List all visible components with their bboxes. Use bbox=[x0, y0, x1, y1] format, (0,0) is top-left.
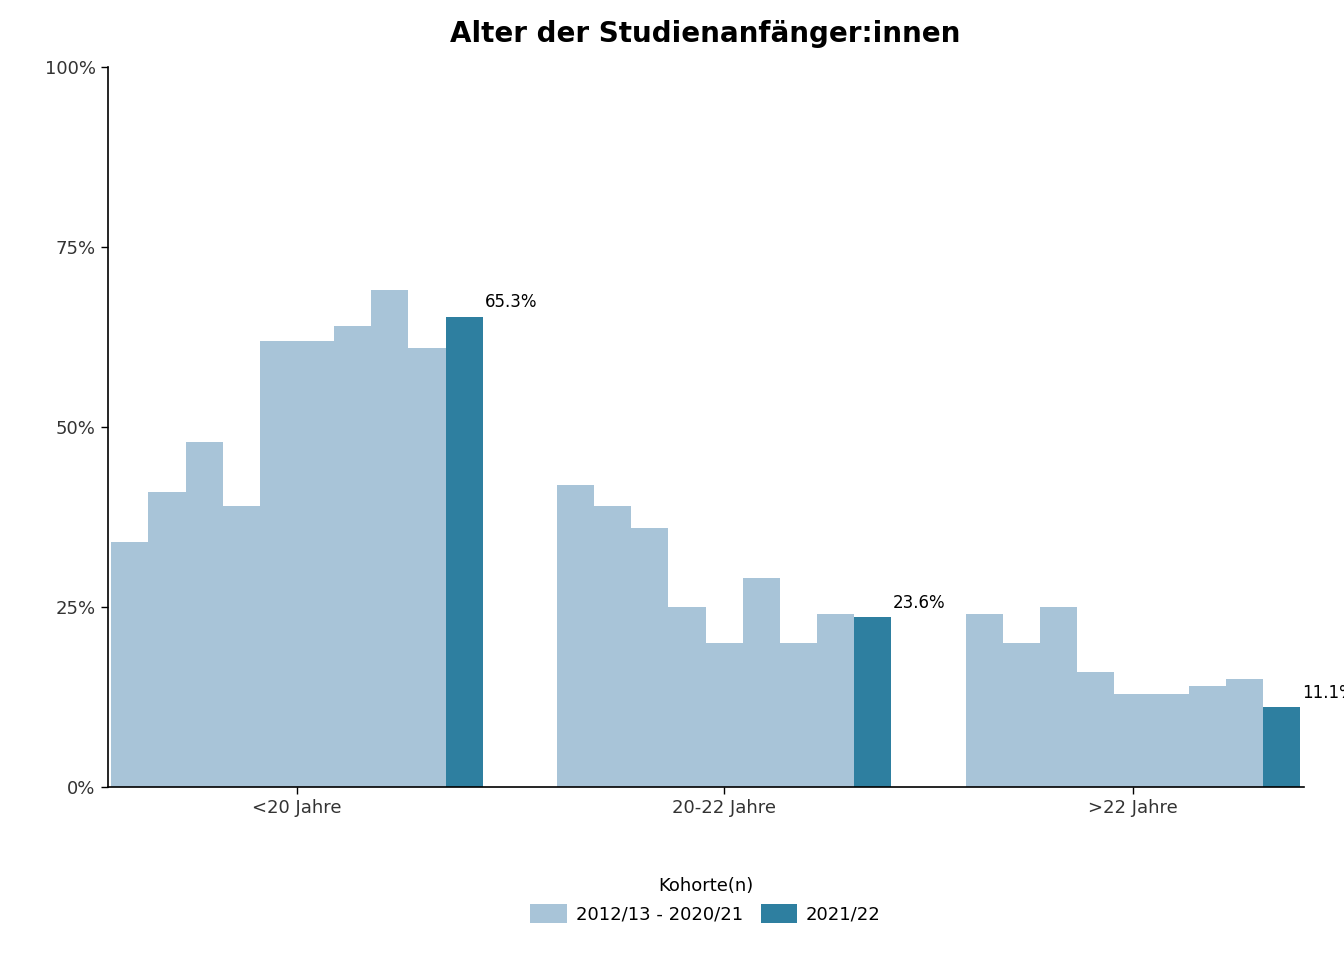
Bar bbox=[259, 341, 297, 787]
Bar bbox=[743, 578, 780, 787]
Bar bbox=[409, 348, 446, 787]
Bar bbox=[1114, 693, 1152, 787]
Bar bbox=[1152, 693, 1188, 787]
Bar bbox=[297, 341, 335, 787]
Bar bbox=[223, 507, 259, 787]
Bar bbox=[335, 326, 371, 787]
Bar bbox=[185, 442, 223, 787]
Bar bbox=[556, 485, 594, 787]
Title: Alter der Studienanfänger:innen: Alter der Studienanfänger:innen bbox=[450, 20, 961, 48]
Text: 65.3%: 65.3% bbox=[485, 294, 538, 311]
Text: 11.1%: 11.1% bbox=[1302, 684, 1344, 702]
Bar bbox=[780, 643, 817, 787]
Bar bbox=[446, 317, 482, 787]
Bar bbox=[855, 617, 891, 787]
Bar bbox=[1077, 672, 1114, 787]
Bar bbox=[112, 542, 148, 787]
Text: 23.6%: 23.6% bbox=[894, 593, 946, 612]
Bar bbox=[1188, 686, 1226, 787]
Bar bbox=[1040, 607, 1077, 787]
Legend: 2012/13 - 2020/21, 2021/22: 2012/13 - 2020/21, 2021/22 bbox=[521, 868, 890, 933]
Bar bbox=[668, 607, 706, 787]
Bar bbox=[1263, 708, 1300, 787]
Bar bbox=[371, 290, 409, 787]
Bar bbox=[965, 614, 1003, 787]
Bar bbox=[1226, 679, 1263, 787]
Bar bbox=[632, 528, 668, 787]
Bar bbox=[706, 643, 743, 787]
Bar bbox=[1003, 643, 1040, 787]
Bar bbox=[594, 507, 632, 787]
Bar bbox=[148, 492, 185, 787]
Bar bbox=[817, 614, 855, 787]
